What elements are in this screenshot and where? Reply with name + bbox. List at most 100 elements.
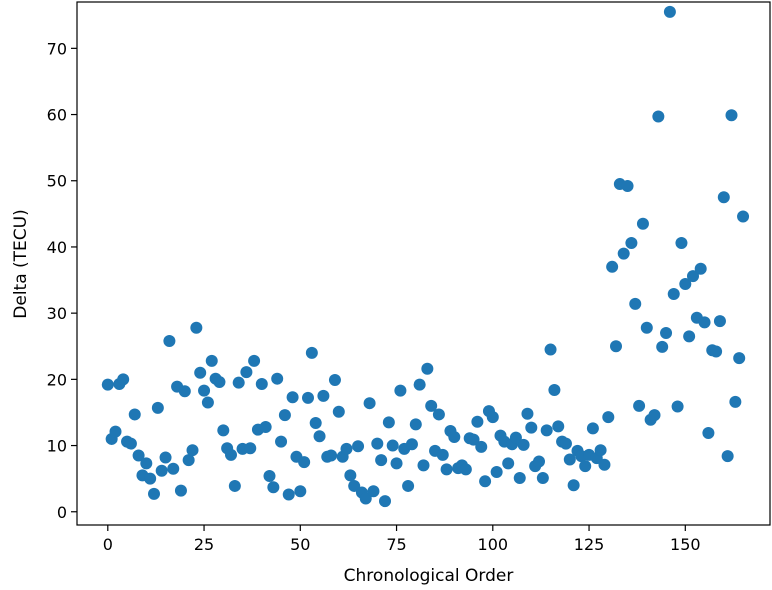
data-point	[340, 442, 353, 455]
data-point	[371, 437, 384, 450]
data-point	[425, 399, 438, 412]
x-tick-label: 0	[103, 535, 113, 554]
data-point	[178, 385, 191, 398]
data-point	[467, 433, 480, 446]
y-tick-label: 10	[47, 437, 67, 456]
data-point	[490, 466, 503, 479]
data-point	[479, 475, 492, 488]
data-point	[344, 469, 357, 482]
y-axis-ticks: 0 10 20 30 40 50 60 70	[47, 39, 77, 522]
data-point	[317, 389, 330, 402]
data-point	[363, 397, 376, 410]
y-tick-label: 60	[47, 106, 67, 125]
data-point	[174, 484, 187, 497]
data-point	[432, 408, 445, 421]
data-point	[729, 395, 742, 408]
data-point	[421, 362, 434, 375]
y-axis-label: Delta (TECU)	[11, 209, 31, 318]
y-tick-label: 20	[47, 370, 67, 389]
data-point	[548, 383, 561, 396]
data-point	[521, 407, 534, 420]
data-point	[737, 210, 750, 223]
data-point	[636, 217, 649, 230]
data-point	[694, 262, 707, 275]
y-tick-label: 30	[47, 304, 67, 323]
data-point	[313, 430, 326, 443]
data-point	[240, 366, 253, 379]
data-point	[194, 366, 207, 379]
data-points	[101, 5, 750, 508]
data-point	[101, 378, 114, 391]
data-point	[733, 352, 746, 365]
data-point	[702, 426, 715, 439]
data-point	[413, 378, 426, 391]
data-point	[617, 247, 630, 260]
data-point	[675, 236, 688, 249]
data-point	[598, 458, 611, 471]
data-point	[132, 449, 145, 462]
data-point	[579, 460, 592, 473]
data-point	[282, 488, 295, 501]
x-tick-label: 50	[290, 535, 310, 554]
x-tick-label: 25	[194, 535, 214, 554]
data-point	[405, 438, 418, 451]
data-point	[198, 384, 211, 397]
data-point	[663, 5, 676, 18]
data-point	[683, 330, 696, 343]
data-point	[167, 462, 180, 475]
data-point	[117, 373, 130, 386]
x-tick-label: 75	[386, 535, 406, 554]
data-point	[633, 399, 646, 412]
data-point	[417, 459, 430, 472]
data-point	[679, 278, 692, 291]
data-point	[402, 479, 415, 492]
data-point	[375, 454, 388, 467]
data-point	[186, 444, 199, 457]
data-point	[144, 472, 157, 485]
data-point	[294, 485, 307, 498]
data-point	[182, 454, 195, 467]
y-tick-label: 50	[47, 172, 67, 191]
data-point	[109, 425, 122, 438]
data-point	[544, 343, 557, 356]
data-point	[660, 327, 673, 340]
data-point	[629, 297, 642, 310]
data-point	[559, 437, 572, 450]
data-point	[459, 463, 472, 476]
x-tick-label: 125	[574, 535, 605, 554]
data-point	[382, 416, 395, 429]
data-point	[448, 430, 461, 443]
data-point	[602, 411, 615, 424]
data-point	[359, 492, 372, 505]
data-point	[367, 485, 380, 498]
data-point	[259, 421, 272, 434]
data-point	[606, 260, 619, 273]
data-point	[710, 345, 723, 358]
x-tick-label: 150	[670, 535, 701, 554]
data-point	[148, 487, 160, 500]
data-point	[586, 422, 599, 435]
data-point	[298, 456, 311, 469]
data-point	[325, 449, 338, 462]
data-point	[671, 400, 684, 413]
data-point	[309, 417, 322, 430]
y-tick-label: 0	[57, 503, 67, 522]
data-point	[244, 442, 257, 455]
data-point	[713, 315, 726, 328]
x-tick-label: 100	[478, 535, 509, 554]
data-point	[163, 334, 176, 347]
data-point	[667, 287, 680, 300]
data-point	[513, 472, 526, 484]
data-point	[286, 391, 299, 404]
y-tick-label: 40	[47, 238, 67, 257]
x-axis-ticks: 0 25 50 75 100 125 150	[103, 525, 701, 554]
data-point	[567, 479, 580, 492]
data-point	[640, 321, 653, 334]
data-point	[656, 340, 669, 353]
data-point	[124, 437, 137, 450]
data-point	[190, 321, 203, 334]
plot-area	[76, 1, 771, 526]
data-point	[652, 110, 665, 123]
data-point	[390, 457, 403, 470]
